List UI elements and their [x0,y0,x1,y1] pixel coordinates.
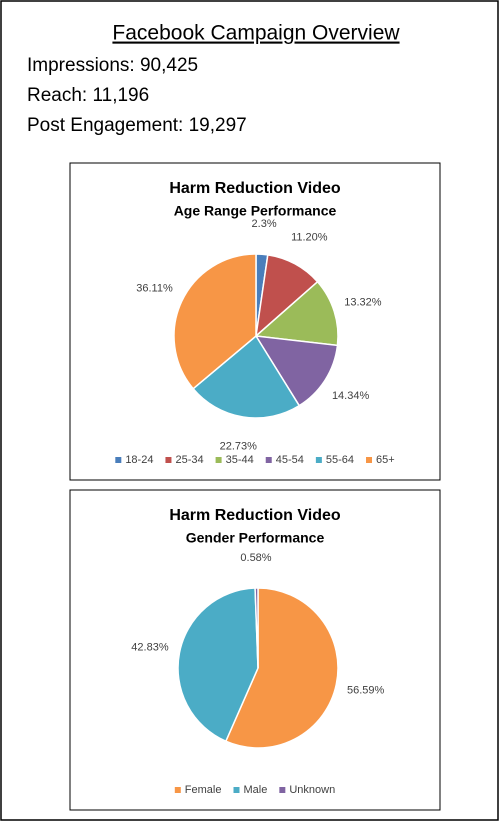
pie-slice [224,587,339,749]
data-label: 42.83% [131,641,169,653]
data-label: 13.32% [344,296,382,308]
legend-label: Male [243,784,267,796]
page-title: Facebook Campaign Overview [112,22,400,45]
legend-swatch [165,457,172,463]
legend-swatch [174,787,181,793]
pie-slice [254,280,339,347]
legend-swatch [315,457,322,463]
legend-swatch [215,457,222,463]
pie-slice [254,587,259,669]
pie-slice [192,334,301,419]
pie-slice [173,253,257,390]
data-label: 22.73% [220,440,258,452]
data-label: 56.59% [347,685,385,697]
legend: 18-24 25-34 35-44 45-54 55-64 65+ [115,454,395,466]
legend-swatch [265,457,272,463]
chart-title: Harm Reduction Video [169,507,341,524]
legend-label: 55-64 [326,454,354,466]
legend-swatch [279,787,286,793]
legend-swatch [115,457,122,463]
chart-subtitle: Gender Performance [186,530,325,546]
stat: Impressions: 90,425 [27,55,198,76]
legend-label: Female [185,784,222,796]
chart-title: Harm Reduction Video [169,180,341,197]
legend-label: 65+ [376,454,395,466]
legend-label: 35-44 [226,454,254,466]
pie-slice [254,335,339,407]
chart-subtitle: Age Range Performance [174,203,337,219]
legend-label: Unknown [289,784,335,796]
legend-swatch [366,457,373,463]
data-label: 36.11% [136,283,173,295]
legend: Female Male Unknown [174,784,335,796]
legend-label: 18-24 [125,454,153,466]
data-label: 11.20% [291,231,328,243]
legend-swatch [233,787,240,793]
stat: Reach: 11,196 [27,85,149,106]
legend-label: 25-34 [175,454,203,466]
data-label: 14.34% [332,390,370,402]
data-label: 0.58% [240,552,271,564]
legend-label: 45-54 [276,454,304,466]
pie-slice [177,587,259,743]
data-label: 2.3% [252,218,277,230]
stat: Post Engagement: 19,297 [27,115,247,136]
